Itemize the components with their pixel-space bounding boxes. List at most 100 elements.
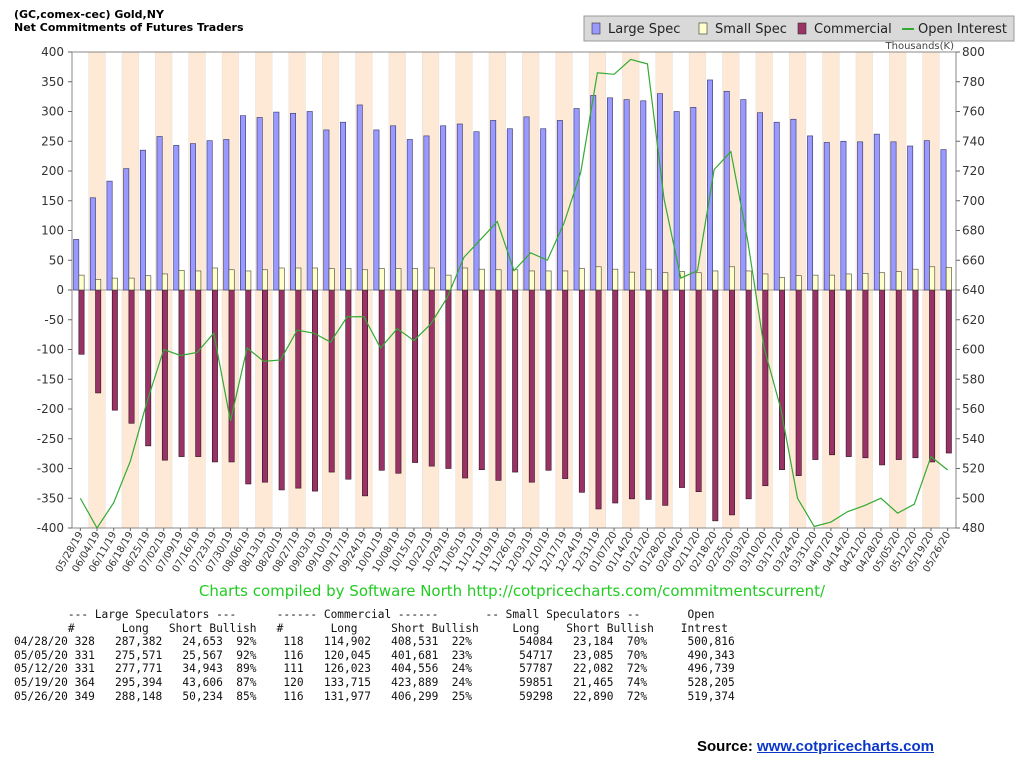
bar-commercial-11 bbox=[262, 289, 268, 483]
bar-commercial-44 bbox=[812, 289, 819, 460]
bar-large-spec-5 bbox=[156, 136, 163, 291]
bar-commercial-7 bbox=[195, 289, 202, 457]
bar-small-spec-20 bbox=[412, 268, 419, 291]
bar-large-spec-8 bbox=[206, 140, 213, 291]
bar-commercial-29 bbox=[562, 289, 569, 479]
bar-large-spec-27 bbox=[523, 116, 530, 291]
bar-commercial-10 bbox=[245, 289, 252, 485]
stats-row: 05/19/20 364 295,394 43,606 87% 120 133,… bbox=[14, 675, 735, 689]
y-right-tick-10: 600 bbox=[962, 343, 985, 357]
y-left-tick-4: 200 bbox=[41, 164, 64, 178]
bar-small-spec-11 bbox=[262, 269, 268, 291]
legend-label-3: Open Interest bbox=[918, 22, 1007, 37]
bar-commercial-23 bbox=[462, 289, 469, 479]
bar-large-spec-16 bbox=[340, 121, 347, 291]
bar-large-spec-7 bbox=[189, 143, 196, 291]
y-left-tick-12: -200 bbox=[37, 402, 64, 416]
y-left-tick-7: 50 bbox=[49, 253, 64, 267]
y-right-tick-6: 680 bbox=[962, 224, 985, 238]
legend-label-2: Commercial bbox=[814, 22, 892, 37]
bar-small-spec-18 bbox=[378, 268, 385, 291]
bar-small-spec-52 bbox=[945, 267, 952, 291]
bar-small-spec-43 bbox=[795, 275, 802, 291]
stats-row: 05/05/20 331 275,571 25,567 92% 116 120,… bbox=[14, 648, 735, 662]
bar-commercial-31 bbox=[595, 289, 602, 510]
bar-small-spec-33 bbox=[628, 271, 635, 291]
bar-large-spec-44 bbox=[807, 135, 814, 291]
bar-small-spec-1 bbox=[95, 278, 102, 291]
bar-commercial-1 bbox=[95, 289, 102, 394]
bar-large-spec-10 bbox=[240, 115, 246, 291]
bar-large-spec-39 bbox=[723, 90, 730, 291]
bar-large-spec-22 bbox=[440, 125, 447, 291]
y-right-tick-13: 540 bbox=[962, 432, 985, 446]
legend-label-1: Small Spec bbox=[715, 22, 787, 37]
stats-row: 05/12/20 331 277,771 34,943 89% 111 126,… bbox=[14, 662, 735, 676]
y-right-tick-12: 560 bbox=[962, 402, 985, 416]
bar-small-spec-10 bbox=[245, 270, 252, 291]
bar-large-spec-47 bbox=[857, 141, 864, 291]
bar-commercial-12 bbox=[278, 289, 285, 491]
bar-large-spec-21 bbox=[423, 135, 430, 291]
bar-commercial-52 bbox=[945, 289, 952, 454]
y-right-tick-9: 620 bbox=[962, 313, 985, 327]
source-label: Source: bbox=[696, 738, 757, 755]
bar-large-spec-19 bbox=[390, 125, 397, 291]
bar-large-spec-20 bbox=[406, 139, 413, 291]
bar-small-spec-24 bbox=[478, 268, 485, 291]
bar-large-spec-13 bbox=[290, 112, 296, 291]
bar-small-spec-26 bbox=[512, 269, 519, 291]
bar-small-spec-34 bbox=[645, 268, 652, 291]
bar-small-spec-36 bbox=[678, 271, 685, 291]
bar-large-spec-29 bbox=[556, 120, 563, 291]
y-right-tick-8: 640 bbox=[962, 283, 985, 297]
bar-commercial-13 bbox=[295, 289, 302, 489]
y-right-tick-14: 520 bbox=[962, 462, 985, 476]
bar-commercial-28 bbox=[545, 289, 552, 471]
bar-commercial-30 bbox=[578, 289, 585, 493]
bar-commercial-0 bbox=[78, 289, 85, 355]
bar-large-spec-41 bbox=[757, 112, 763, 291]
bar-large-spec-28 bbox=[540, 128, 547, 291]
bar-small-spec-17 bbox=[362, 269, 368, 291]
stats-row: 05/26/20 349 288,148 50,234 85% 116 131,… bbox=[14, 689, 735, 703]
bar-commercial-8 bbox=[211, 289, 218, 463]
chart-title: (GC,comex-cec) Gold,NY bbox=[14, 8, 165, 21]
y-left-tick-14: -300 bbox=[37, 462, 64, 476]
bar-small-spec-2 bbox=[111, 277, 118, 291]
bar-small-spec-16 bbox=[345, 268, 352, 291]
bar-large-spec-34 bbox=[640, 100, 647, 291]
bar-commercial-51 bbox=[929, 289, 936, 463]
bar-commercial-50 bbox=[912, 289, 919, 459]
bar-large-spec-48 bbox=[873, 133, 880, 291]
bar-commercial-42 bbox=[779, 289, 785, 470]
cot-chart: 400350300250200150100500-50-100-150-200-… bbox=[14, 8, 1015, 574]
bar-commercial-20 bbox=[412, 289, 419, 463]
y-left-tick-6: 100 bbox=[41, 224, 64, 238]
bar-small-spec-22 bbox=[445, 274, 452, 291]
bar-large-spec-11 bbox=[256, 117, 263, 291]
y-right-tick-3: 740 bbox=[962, 134, 985, 148]
bar-large-spec-26 bbox=[506, 128, 513, 291]
source-line: Source: www.cotpricecharts.com bbox=[697, 738, 934, 755]
legend-swatch-2 bbox=[797, 22, 807, 35]
bar-large-spec-25 bbox=[490, 120, 497, 291]
bar-large-spec-23 bbox=[456, 123, 463, 291]
bar-small-spec-15 bbox=[328, 268, 335, 291]
bar-large-spec-35 bbox=[657, 93, 663, 291]
bar-large-spec-43 bbox=[790, 118, 797, 291]
stats-table: --- Large Speculators --- ------ Commerc… bbox=[14, 608, 735, 703]
bar-small-spec-6 bbox=[178, 270, 185, 291]
bar-large-spec-42 bbox=[773, 121, 780, 291]
y-left-tick-11: -150 bbox=[37, 372, 64, 386]
source-link[interactable]: www.cotpricecharts.com bbox=[757, 738, 934, 755]
legend-label-0: Large Spec bbox=[608, 22, 680, 37]
bar-small-spec-38 bbox=[712, 270, 719, 291]
bar-small-spec-23 bbox=[462, 267, 469, 291]
bar-small-spec-40 bbox=[745, 270, 752, 291]
bar-large-spec-3 bbox=[123, 168, 130, 291]
legend-swatch-0 bbox=[591, 22, 601, 35]
legend-swatch-1 bbox=[698, 22, 708, 35]
bar-commercial-39 bbox=[729, 289, 735, 516]
bar-small-spec-47 bbox=[862, 273, 869, 291]
